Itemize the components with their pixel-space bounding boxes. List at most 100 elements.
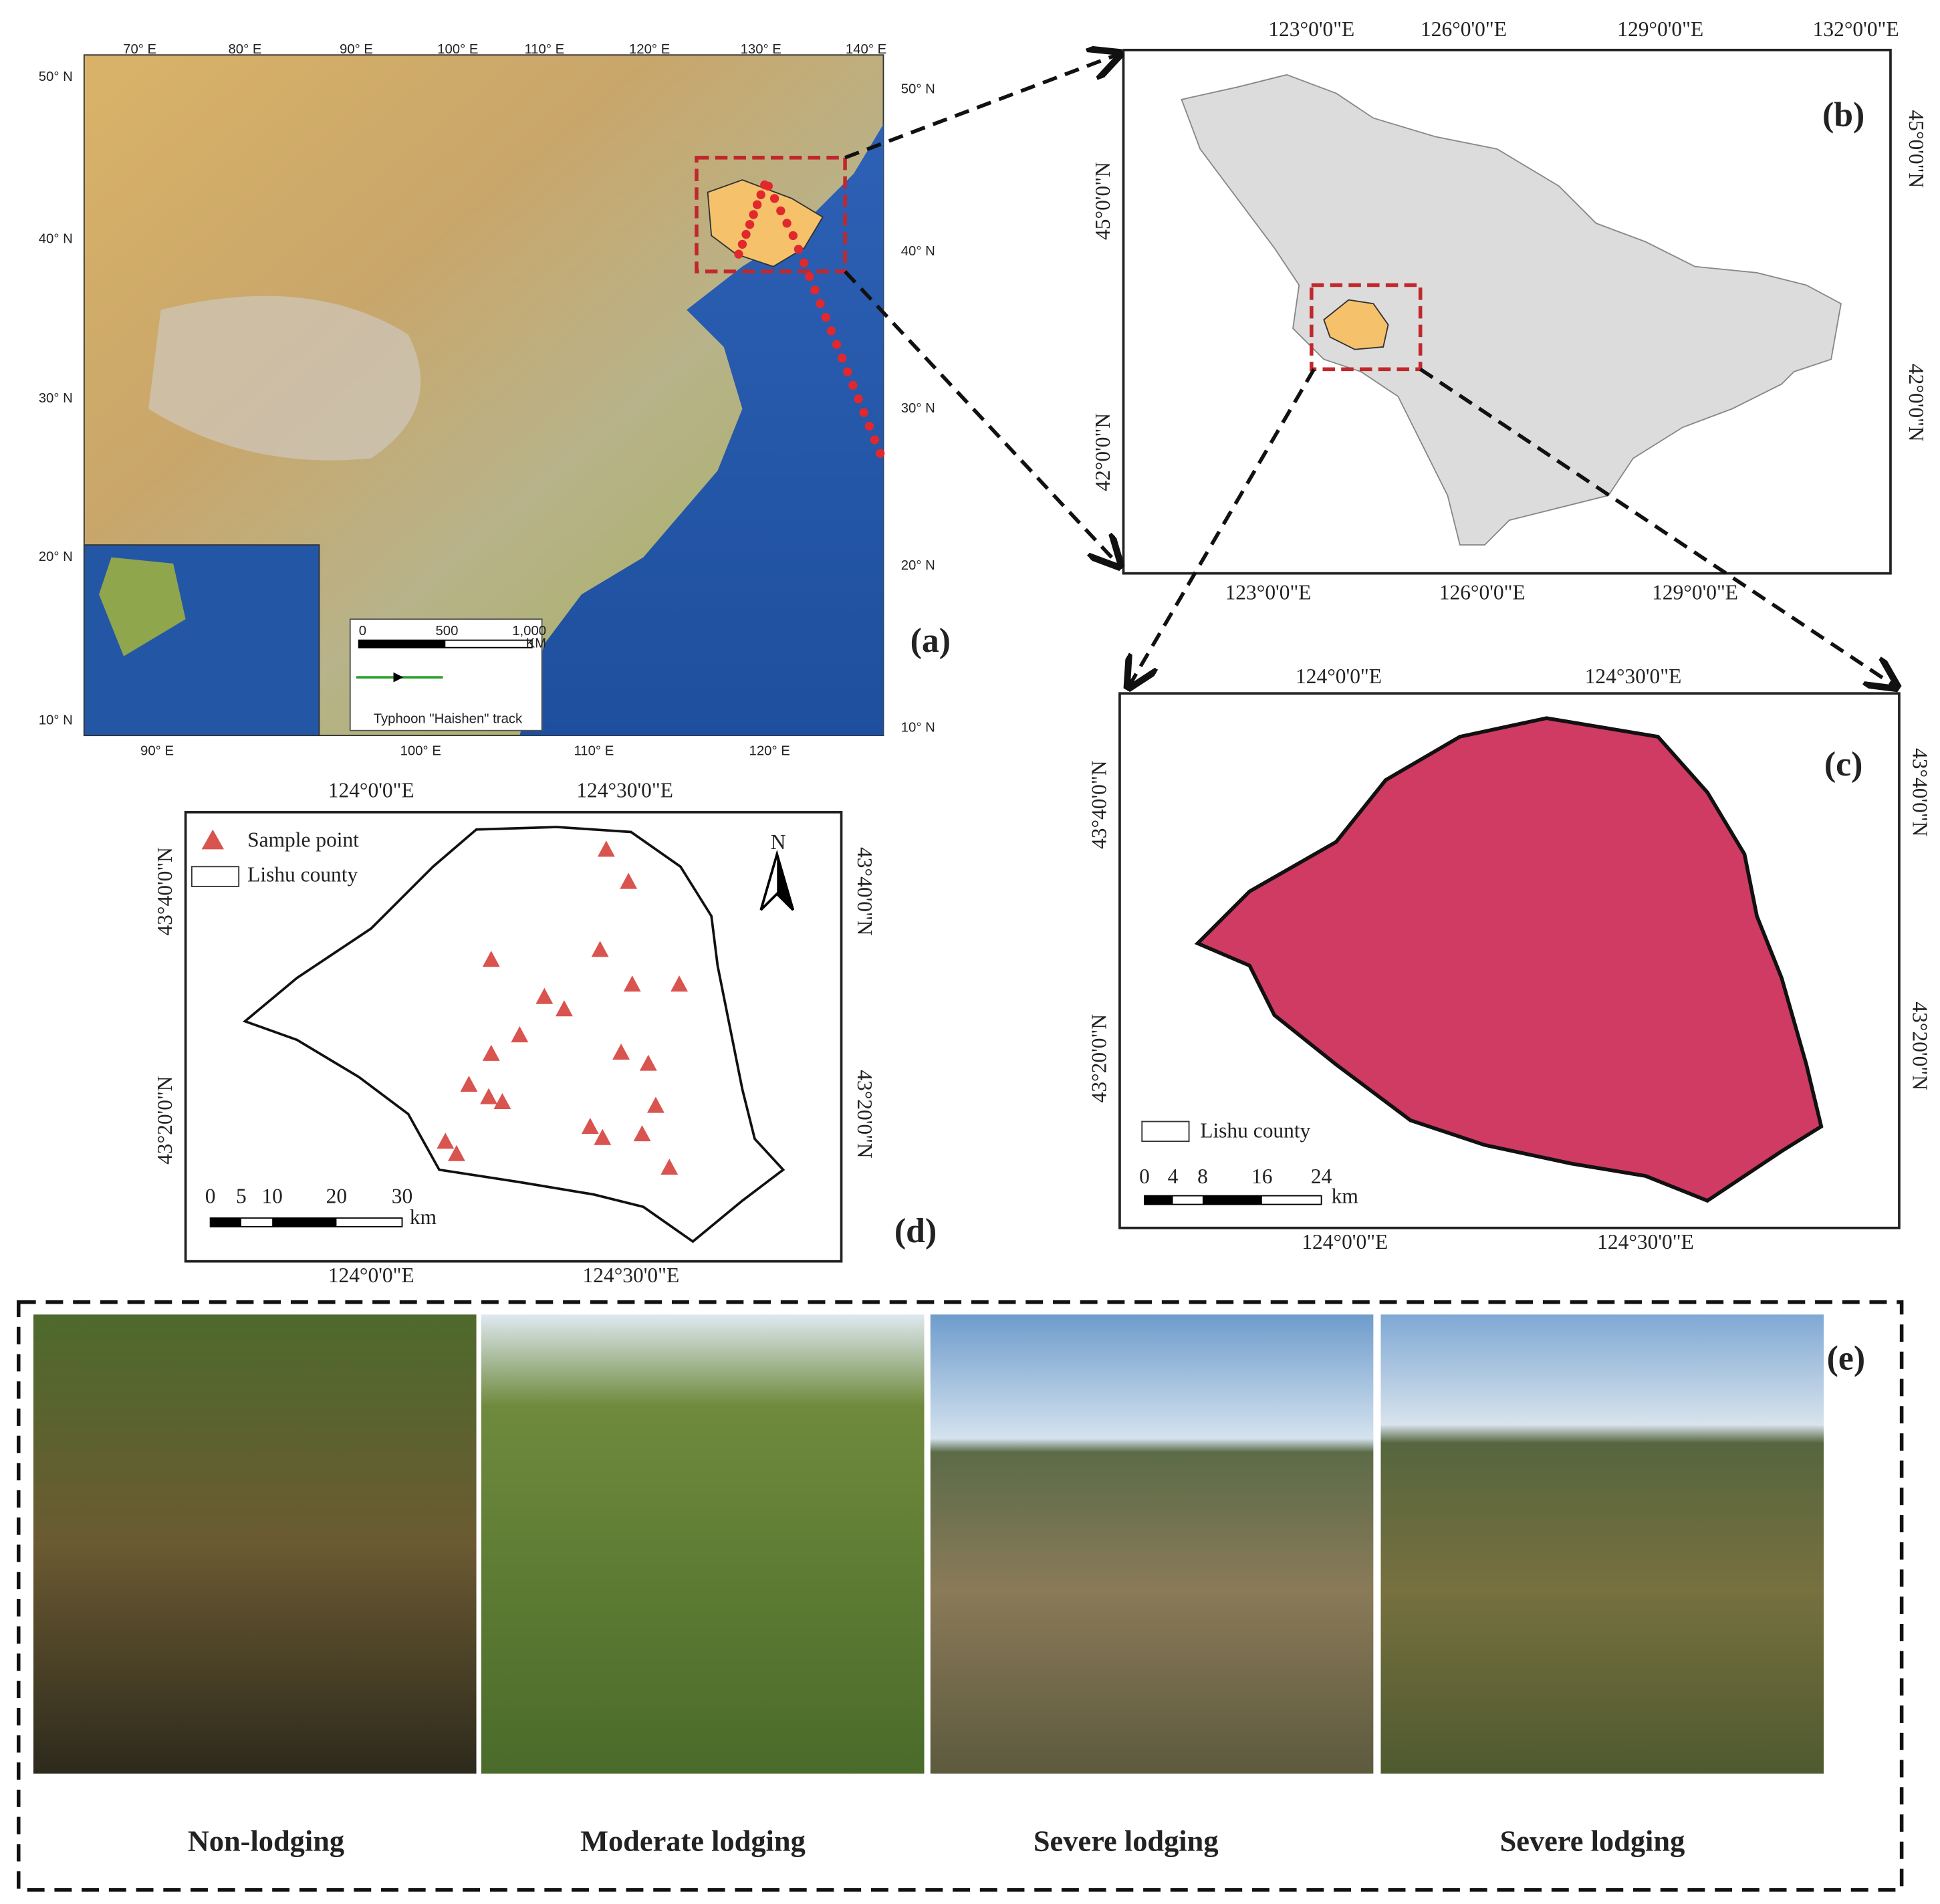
track-point: [763, 181, 773, 191]
label: 20: [326, 1185, 347, 1208]
track-point: [756, 190, 765, 199]
label: 10° N: [901, 720, 935, 735]
label: km: [1332, 1185, 1358, 1208]
ocean: [519, 55, 884, 736]
sample-point: [633, 1125, 651, 1142]
sample-point: [482, 951, 500, 967]
label: (e): [1827, 1339, 1866, 1377]
sample-point: [447, 1145, 465, 1161]
label: 43°40'0"N: [153, 847, 176, 935]
label: 20° N: [901, 558, 935, 573]
panel-a: [83, 54, 885, 737]
label: 120° E: [629, 42, 670, 57]
arrow: [1419, 367, 1897, 687]
track-point: [810, 285, 820, 295]
sample-point: [623, 975, 641, 992]
label: 140° E: [846, 42, 886, 57]
scale-bar-fill: [358, 640, 446, 648]
arrow: [1128, 368, 1316, 687]
track-point: [848, 380, 858, 390]
label: 70° E: [123, 42, 156, 57]
label: 16: [1251, 1165, 1272, 1188]
sample-point: [511, 1026, 529, 1043]
track-point: [805, 271, 814, 281]
legend-triangle: [201, 829, 224, 850]
sample-point: [482, 1044, 500, 1061]
label: Sample point: [247, 828, 359, 852]
label: 126°0'0"E: [1439, 580, 1526, 604]
sample-point: [671, 975, 689, 992]
typhoon-track: [734, 180, 885, 458]
scale-bar-fill: [1144, 1195, 1173, 1205]
panel-b: [1122, 48, 1892, 575]
label: 50° N: [901, 82, 935, 96]
legend-swatch: [191, 866, 240, 887]
label: 43°20'0"N: [1087, 1014, 1110, 1102]
label: 90° E: [140, 744, 174, 759]
label: 45°0'0"N: [1091, 162, 1114, 240]
panel-c: [1118, 692, 1901, 1229]
lishu-county: [1323, 299, 1389, 350]
label: (b): [1822, 96, 1864, 134]
legend-box: [349, 618, 543, 731]
label: 129°0'0"E: [1617, 17, 1703, 41]
sample-point: [660, 1159, 679, 1175]
label: 30° N: [901, 401, 935, 416]
photo: [33, 1314, 477, 1774]
label: 43°40'0"N: [1087, 761, 1110, 849]
panel-e: [16, 1300, 1904, 1892]
label: 123°0'0"E: [1225, 580, 1312, 604]
track-point: [875, 449, 885, 458]
track-point: [799, 258, 809, 267]
track-point: [870, 435, 880, 445]
label: 129°0'0"E: [1652, 580, 1738, 604]
label: 24: [1311, 1165, 1332, 1188]
track-point: [826, 326, 836, 336]
track-point: [837, 353, 847, 363]
label: Lishu county: [1200, 1118, 1310, 1142]
highlight-box: [695, 156, 847, 273]
track-point: [821, 312, 830, 322]
track-point: [854, 394, 863, 404]
arrow: [844, 53, 1120, 160]
sample-point: [639, 1054, 657, 1071]
track-point: [788, 231, 798, 241]
label: 80° E: [228, 42, 261, 57]
label: 132°0'0"E: [1813, 17, 1899, 41]
plateau: [148, 295, 421, 461]
label: 43°20'0"N: [153, 1076, 176, 1164]
track-point: [737, 239, 747, 249]
jilin-map: [1181, 74, 1842, 546]
sample-point: [594, 1128, 612, 1145]
track-legend-arrow: [393, 672, 404, 683]
sample-point: [581, 1118, 599, 1135]
sample-point: [493, 1092, 511, 1110]
sample-point: [591, 941, 609, 957]
label: km: [410, 1205, 437, 1229]
label: Lishu county: [247, 862, 358, 886]
label: 5: [236, 1185, 247, 1208]
label: 50° N: [39, 70, 73, 84]
label: 110° E: [574, 744, 614, 759]
label: Severe lodging: [1034, 1824, 1219, 1858]
label: Severe lodging: [1500, 1824, 1685, 1858]
label: 124°30'0"E: [1585, 665, 1682, 688]
label: 124°0'0"E: [328, 778, 414, 802]
label: 90° E: [340, 42, 373, 57]
track-point: [769, 194, 779, 203]
label: 42°0'0"N: [1091, 413, 1114, 491]
label: (d): [894, 1212, 937, 1250]
photo: [930, 1314, 1374, 1774]
sample-point: [437, 1133, 455, 1149]
label: 45°0'0"N: [1905, 110, 1928, 188]
scale-bar-fill: [272, 1217, 337, 1227]
panel-frame: [16, 1300, 1904, 1892]
sample-point: [555, 1000, 573, 1017]
panel-d: [184, 811, 843, 1263]
scale-bar-fill: [210, 1217, 241, 1227]
label: KM: [526, 636, 547, 651]
label: 500: [435, 624, 458, 638]
label: (c): [1824, 745, 1863, 784]
